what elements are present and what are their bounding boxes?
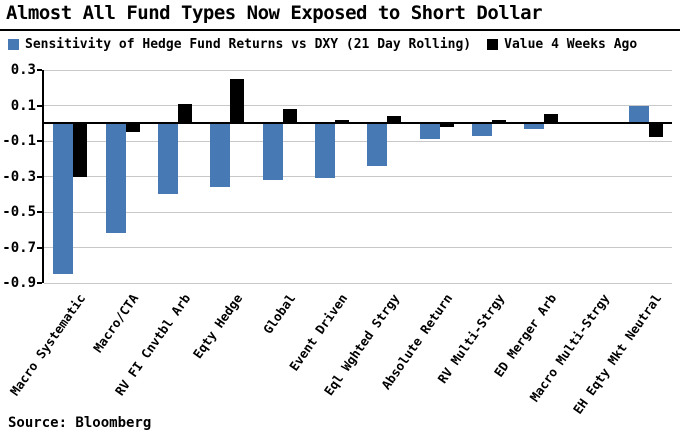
x-axis-label: Eql Wghted Strgy bbox=[321, 291, 403, 399]
x-axis-label: Absolute Return bbox=[377, 291, 455, 393]
y-axis-label: -0.9 bbox=[2, 275, 36, 291]
bar-series0-eqty-hedge bbox=[210, 123, 231, 188]
gridline bbox=[44, 176, 672, 177]
gridline bbox=[44, 282, 672, 284]
y-axis-label: -0.3 bbox=[2, 168, 36, 185]
legend-label-1: Value 4 Weeks Ago bbox=[504, 36, 638, 52]
gridline bbox=[44, 105, 672, 106]
gridline bbox=[44, 247, 672, 248]
bar-series1-event-driven bbox=[334, 119, 349, 124]
bar-series1-absolute-return bbox=[439, 123, 454, 127]
y-axis-tick bbox=[37, 246, 42, 249]
x-axis-label: Eqty Hedge bbox=[189, 291, 246, 362]
bar-series0-event-driven bbox=[314, 123, 335, 179]
chart-legend: Sensitivity of Hedge Fund Returns vs DXY… bbox=[8, 36, 678, 52]
gridline bbox=[44, 211, 672, 213]
bar-series1-rv-fi-cnvtbl-arb bbox=[177, 103, 192, 124]
legend-swatch-1 bbox=[487, 38, 499, 50]
x-axis-label: Macro Multi-Strgy bbox=[526, 291, 612, 405]
plot-area: 0.3 0.1 -0.1 -0.3 -0.5 -0.7 -0.9 Macro Systemat… bbox=[2, 63, 672, 417]
gridline bbox=[44, 140, 672, 142]
y-axis-line bbox=[42, 70, 44, 283]
y-axis-tick bbox=[37, 104, 42, 107]
y-axis-tick bbox=[37, 140, 42, 142]
bar-series1-macro-systematic bbox=[73, 123, 88, 177]
x-axis-label: RV Multi-Strgy bbox=[434, 291, 508, 386]
bar-series0-macro-systematic bbox=[53, 123, 74, 275]
bar-series0-rv-multi-strgy bbox=[471, 123, 492, 136]
x-axis-label: Event Driven bbox=[286, 291, 351, 374]
bar-series1-rv-multi-strgy bbox=[491, 119, 506, 124]
bar-series0-eh-eqty-mkt-neutral bbox=[628, 105, 649, 124]
y-axis-tick bbox=[37, 282, 42, 284]
y-axis-label: 0.1 bbox=[10, 97, 36, 114]
bar-series0-rv-fi-cnvtbl-arb bbox=[157, 123, 178, 195]
bar-series1-global bbox=[282, 109, 297, 124]
x-axis-label: ED Merger Arb bbox=[491, 291, 560, 380]
y-axis-tick bbox=[37, 69, 42, 71]
bar-series0-eql-wghted-strgy bbox=[367, 123, 388, 166]
y-axis-tick bbox=[37, 211, 42, 213]
bar-series0-ed-merger-arb bbox=[524, 123, 545, 129]
bar-series1-macro-cta bbox=[125, 123, 140, 133]
bar-series0-macro-cta bbox=[105, 123, 126, 234]
y-axis-label: -0.7 bbox=[2, 239, 36, 256]
bar-series0-global bbox=[262, 123, 283, 181]
gridline bbox=[44, 69, 672, 71]
y-axis-label: 0.3 bbox=[10, 62, 36, 78]
bar-series1-ed-merger-arb bbox=[544, 114, 559, 124]
y-axis-label: -0.1 bbox=[2, 133, 36, 149]
source-text: Source: Bloomberg bbox=[8, 415, 152, 431]
legend-swatch-0 bbox=[8, 38, 19, 50]
zero-axis-line bbox=[44, 122, 672, 125]
title-underline bbox=[0, 29, 680, 31]
bar-series1-eql-wghted-strgy bbox=[387, 116, 402, 124]
chart-title: Almost All Fund Types Now Exposed to Sho… bbox=[6, 2, 543, 24]
bar-series0-absolute-return bbox=[419, 123, 440, 140]
bar-series1-eh-eqty-mkt-neutral bbox=[648, 123, 663, 138]
x-axis-label: Global bbox=[259, 291, 298, 337]
y-axis-label: -0.5 bbox=[2, 204, 36, 220]
bar-series1-eqty-hedge bbox=[230, 78, 245, 124]
y-axis-tick bbox=[37, 175, 42, 178]
legend-label-0: Sensitivity of Hedge Fund Returns vs DXY… bbox=[25, 36, 472, 52]
x-axis-label: EH Eqty Mkt Neutral bbox=[569, 291, 665, 417]
